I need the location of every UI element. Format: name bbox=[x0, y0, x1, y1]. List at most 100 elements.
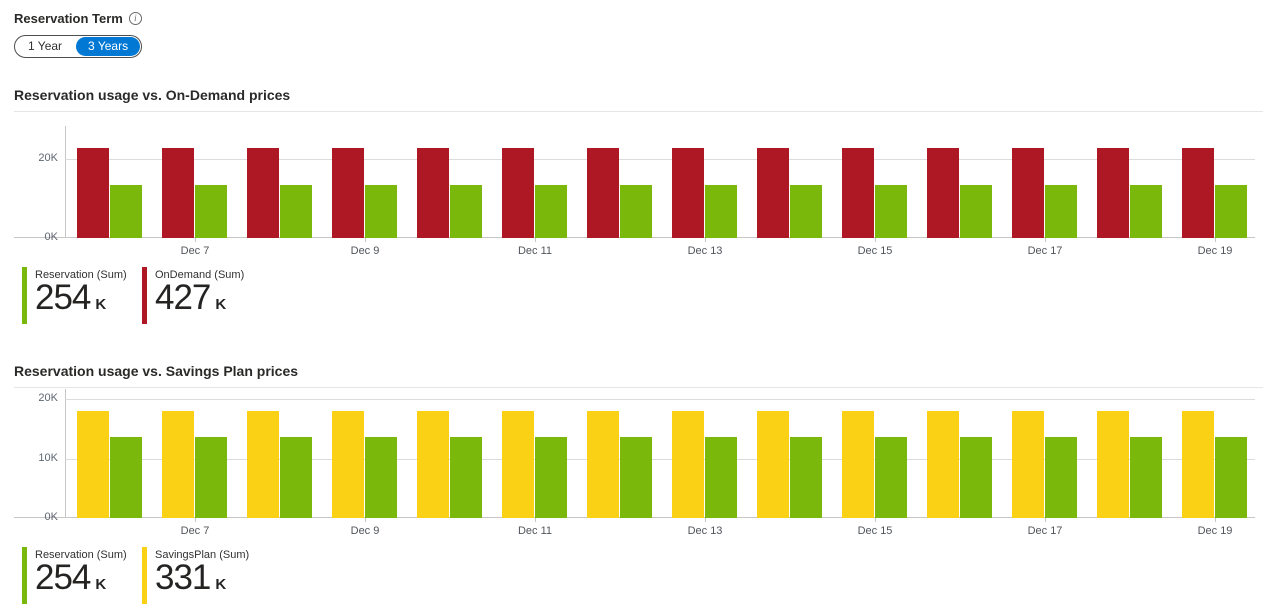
y-axis-line bbox=[65, 389, 66, 518]
ondemand-bar[interactable] bbox=[587, 148, 619, 238]
legend-color-bar bbox=[142, 267, 147, 324]
legend-color-bar bbox=[22, 267, 27, 324]
x-tick-mark bbox=[705, 518, 706, 522]
ondemand-bar[interactable] bbox=[247, 148, 279, 238]
legend-item: SavingsPlan (Sum) 331 K bbox=[142, 547, 262, 604]
savingsplan-bar[interactable] bbox=[672, 411, 704, 518]
savingsplan-bar[interactable] bbox=[757, 411, 789, 518]
reservation-bar[interactable] bbox=[110, 185, 142, 238]
legend-value: 331 K bbox=[155, 558, 227, 597]
ondemand-bar[interactable] bbox=[1012, 148, 1044, 238]
gridline-20K bbox=[65, 399, 1255, 400]
savingsplan-bar[interactable] bbox=[842, 411, 874, 518]
ondemand-bar[interactable] bbox=[502, 148, 534, 238]
x-tick-label: Dec 13 bbox=[687, 245, 723, 257]
savings-plan-chart-legend: Reservation (Sum) 254 K SavingsPlan (Sum) 33… bbox=[22, 547, 1263, 604]
reservation-bar[interactable] bbox=[1215, 185, 1247, 238]
reservation-bar[interactable] bbox=[790, 185, 822, 238]
reservation-bar[interactable] bbox=[195, 437, 227, 518]
reservation-bar[interactable] bbox=[1130, 437, 1162, 518]
reservation-bar[interactable] bbox=[1045, 437, 1077, 518]
savingsplan-bar[interactable] bbox=[502, 411, 534, 518]
gridline-20K bbox=[65, 159, 1255, 160]
x-tick-label: Dec 15 bbox=[857, 525, 893, 537]
ondemand-bar[interactable] bbox=[757, 148, 789, 238]
savingsplan-bar[interactable] bbox=[332, 411, 364, 518]
legend-unit: K bbox=[215, 576, 227, 593]
ondemand-bar[interactable] bbox=[162, 148, 194, 238]
savingsplan-bar[interactable] bbox=[1097, 411, 1129, 518]
reservation-bar[interactable] bbox=[450, 437, 482, 518]
reservation-bar[interactable] bbox=[875, 185, 907, 238]
ondemand-bar[interactable] bbox=[1097, 148, 1129, 238]
reservation-bar[interactable] bbox=[535, 437, 567, 518]
ondemand-bar[interactable] bbox=[927, 148, 959, 238]
ondemand-bar[interactable] bbox=[417, 148, 449, 238]
x-tick-mark bbox=[535, 518, 536, 522]
reservation-bar[interactable] bbox=[195, 185, 227, 238]
x-tick-mark bbox=[1215, 238, 1216, 242]
x-tick-label: Dec 7 bbox=[180, 525, 210, 537]
savingsplan-bar[interactable] bbox=[1012, 411, 1044, 518]
savingsplan-bar[interactable] bbox=[587, 411, 619, 518]
x-tick-mark bbox=[875, 238, 876, 242]
legend-unit: K bbox=[95, 576, 107, 593]
ondemand-bar[interactable] bbox=[672, 148, 704, 238]
legend-item: Reservation (Sum) 254 K bbox=[22, 547, 142, 604]
reservation-bar[interactable] bbox=[365, 437, 397, 518]
savings-plan-chart-title: Reservation usage vs. Savings Plan price… bbox=[14, 363, 299, 379]
x-tick-mark bbox=[1045, 238, 1046, 242]
x-tick-label: Dec 19 bbox=[1197, 245, 1233, 257]
x-tick-mark bbox=[875, 518, 876, 522]
on-demand-chart-title: Reservation usage vs. On-Demand prices bbox=[14, 87, 291, 103]
legend-value: 254 K bbox=[35, 278, 107, 317]
savingsplan-bar[interactable] bbox=[1182, 411, 1214, 518]
toggle-option-3-years[interactable]: 3 Years bbox=[76, 37, 141, 56]
reservation-bar[interactable] bbox=[960, 437, 992, 518]
reservation-bar[interactable] bbox=[875, 437, 907, 518]
reservation-bar[interactable] bbox=[705, 185, 737, 238]
reservation-bar[interactable] bbox=[1130, 185, 1162, 238]
reservation-bar[interactable] bbox=[1045, 185, 1077, 238]
on-demand-section: Reservation usage vs. On-Demand prices 0… bbox=[14, 87, 1263, 324]
legend-color-bar bbox=[22, 547, 27, 604]
divider bbox=[14, 111, 1263, 112]
ondemand-bar[interactable] bbox=[77, 148, 109, 238]
x-tick-mark bbox=[1045, 518, 1046, 522]
reservation-bar[interactable] bbox=[620, 437, 652, 518]
legend-color-bar bbox=[142, 547, 147, 604]
legend-value: 254 K bbox=[35, 558, 107, 597]
savingsplan-bar[interactable] bbox=[247, 411, 279, 518]
reservation-bar[interactable] bbox=[790, 437, 822, 518]
reservation-bar[interactable] bbox=[365, 185, 397, 238]
ondemand-bar[interactable] bbox=[842, 148, 874, 238]
toggle-option-1-year[interactable]: 1 Year bbox=[28, 39, 63, 53]
y-tick-label-20K: 20K bbox=[38, 152, 58, 164]
x-tick-label: Dec 17 bbox=[1027, 245, 1063, 257]
ondemand-bar[interactable] bbox=[1182, 148, 1214, 238]
reservation-bar[interactable] bbox=[705, 437, 737, 518]
x-tick-mark bbox=[1215, 518, 1216, 522]
reservation-bar[interactable] bbox=[620, 185, 652, 238]
y-tick-label-0K: 0K bbox=[44, 231, 58, 243]
savingsplan-bar[interactable] bbox=[417, 411, 449, 518]
legend-unit: K bbox=[215, 296, 227, 313]
ondemand-bar[interactable] bbox=[332, 148, 364, 238]
savingsplan-bar[interactable] bbox=[162, 411, 194, 518]
legend-text: Reservation (Sum) 254 K bbox=[35, 267, 127, 324]
reservation-bar[interactable] bbox=[1215, 437, 1247, 518]
reservation-term-label: Reservation Term bbox=[14, 11, 123, 26]
reservation-bar[interactable] bbox=[960, 185, 992, 238]
info-icon[interactable]: i bbox=[128, 12, 142, 25]
divider bbox=[14, 387, 1263, 388]
reservation-bar[interactable] bbox=[535, 185, 567, 238]
on-demand-chart-legend: Reservation (Sum) 254 K OnDemand (Sum) 427 K bbox=[22, 267, 1263, 324]
savingsplan-bar[interactable] bbox=[77, 411, 109, 518]
reservation-bar[interactable] bbox=[280, 185, 312, 238]
reservation-bar[interactable] bbox=[110, 437, 142, 518]
legend-value: 427 K bbox=[155, 278, 227, 317]
reservation-bar[interactable] bbox=[450, 185, 482, 238]
reservation-bar[interactable] bbox=[280, 437, 312, 518]
gridline-10K bbox=[65, 459, 1255, 460]
savingsplan-bar[interactable] bbox=[927, 411, 959, 518]
